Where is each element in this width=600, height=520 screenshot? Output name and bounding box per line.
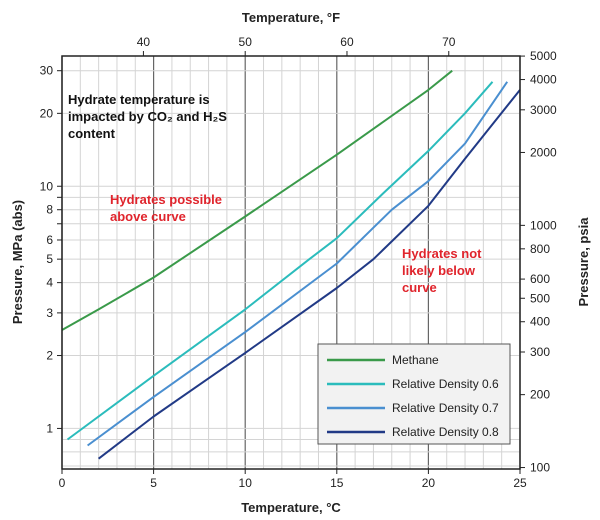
plot-frame [61,55,521,470]
x-tick-label: 25 [513,476,527,490]
y2-tick-label: 200 [530,388,550,402]
x-axis-title: Temperature, °C [241,500,341,515]
y-tick-label: 8 [46,203,53,217]
y2-tick-label: 100 [530,461,550,475]
y-tick-label: 6 [46,233,53,247]
annotation-2-line: Hydrates possible [110,192,222,207]
y2-axis-title: Pressure, psia [576,217,591,307]
y2-tick-label: 4000 [530,73,557,87]
y-tick-label: 5 [46,252,53,266]
series-line-4 [97,89,521,460]
annotation-2-line: above curve [110,209,186,224]
y-tick-label: 1 [46,421,53,435]
y2-tick-label: 600 [530,272,550,286]
y2-tick-label: 5000 [530,49,557,63]
annotation-1-line: Hydrate temperature is [68,92,210,107]
legend-label-3: Relative Density 0.7 [392,401,499,415]
axes: 0 5 10 15 20 25 40 50 60 70 1 2 3 4 5 6 8 10 20 30 100 200 300… [40,35,557,490]
x-tick-label: 5 [150,476,157,490]
annotation-1-line: content [68,126,116,141]
annotation-3-line: Hydrates not [402,246,482,261]
y2-tick-label: 2000 [530,145,557,159]
legend-label-4: Relative Density 0.8 [392,425,499,439]
x-tick-label: 20 [422,476,436,490]
y-tick-label: 10 [40,179,54,193]
x2-tick-label: 50 [239,35,253,49]
y2-tick-label: 400 [530,315,550,329]
annotations: Hydrate temperature is impacted by CO₂ an… [68,92,482,295]
x2-axis-title: Temperature, °F [242,10,340,25]
x2-tick-label: 40 [137,35,151,49]
annotation-3-line: likely below [402,263,476,278]
series-line-2 [66,81,494,441]
x2-tick-label: 60 [340,35,354,49]
y2-tick-label: 3000 [530,103,557,117]
y2-tick-label: 800 [530,242,550,256]
legend-label-2: Relative Density 0.6 [392,377,499,391]
legend-label-1: Methane [392,353,439,367]
x2-tick-label: 70 [442,35,456,49]
y-tick-label: 4 [46,276,53,290]
y2-tick-label: 500 [530,291,550,305]
series-line-1 [61,69,453,331]
x-tick-label: 0 [59,476,66,490]
y-tick-label: 3 [46,306,53,320]
y-axis-title: Pressure, MPa (abs) [10,200,25,324]
annotation-3-line: curve [402,280,437,295]
series-line-3 [87,81,509,447]
y-tick-label: 20 [40,106,54,120]
y2-tick-label: 300 [530,345,550,359]
annotation-1-line: impacted by CO₂ and H₂S [68,109,227,124]
x-tick-label: 10 [239,476,253,490]
x-tick-label: 15 [330,476,344,490]
legend: Methane Relative Density 0.6 Relative Dens… [317,343,511,445]
series-lines [61,69,521,460]
y-tick-label: 2 [46,349,53,363]
y2-tick-label: 1000 [530,218,557,232]
y-tick-label: 30 [40,64,54,78]
